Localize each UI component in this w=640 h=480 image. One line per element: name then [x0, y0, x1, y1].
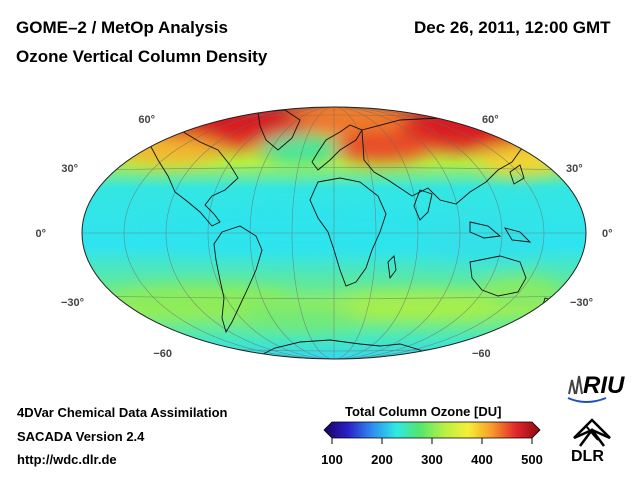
dlr-logo-icon — [573, 418, 611, 447]
lat-label-right-minus30: −30° — [570, 297, 593, 309]
footer-line-1: 4DVar Chemical Data Assimilation — [17, 405, 228, 420]
lat-label-right-30: 30° — [566, 163, 583, 175]
lat-label-left-30: 30° — [61, 163, 78, 175]
footer-line-2: SACADA Version 2.4 — [17, 429, 145, 444]
lat-label-left-0: 0° — [35, 228, 46, 240]
colorbar-tick-label: 500 — [521, 452, 543, 467]
dlr-logo-text: DLR — [571, 448, 604, 465]
colorbar-tick-label: 400 — [471, 452, 493, 467]
subtitle: Ozone Vertical Column Density — [16, 47, 268, 66]
riu-logo-text: RIU — [583, 372, 625, 399]
product-title: GOME–2 / MetOp Analysis — [16, 18, 228, 37]
colorbar-tick-label: 200 — [371, 452, 393, 467]
lat-label-left-60: 60° — [138, 114, 155, 126]
lat-label-right-60: 60° — [482, 114, 499, 126]
footer-url: http://wdc.dlr.de — [17, 452, 117, 467]
lat-label-right-0: 0° — [602, 228, 613, 240]
colorbar-title: Total Column Ozone [DU] — [345, 404, 502, 419]
colorbar: 100 200 300 400 500 — [321, 421, 543, 467]
colorbar-tick-label: 300 — [421, 452, 443, 467]
colorbar-tick-label: 100 — [321, 452, 343, 467]
date-title: Dec 26, 2011, 12:00 GMT — [414, 18, 611, 37]
lat-label-left-minus30: −30° — [61, 297, 84, 309]
riu-logo-icon — [567, 375, 607, 403]
lat-label-left-minus60: −60 — [153, 348, 172, 360]
ozone-map: 60° 30° 0° −30° −60 60° 30° 0° −30° −60 — [35, 106, 613, 360]
colorbar-ramp — [323, 421, 541, 439]
map-outline — [81, 106, 587, 360]
lat-label-right-minus60: −60 — [472, 348, 491, 360]
graticule — [82, 107, 586, 359]
colorbar-ticks: 100 200 300 400 500 — [321, 438, 543, 467]
